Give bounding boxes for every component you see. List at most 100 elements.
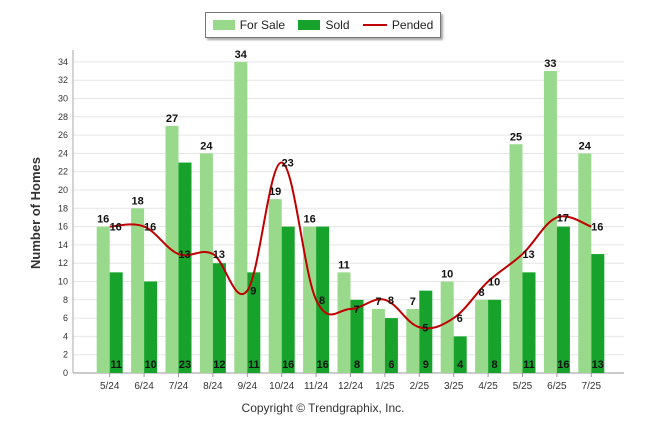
label-sold: 16 xyxy=(316,359,328,371)
bar-sold xyxy=(247,272,261,373)
label-pended: 23 xyxy=(282,158,294,170)
bar-sold xyxy=(522,272,536,373)
label-pended: 13 xyxy=(213,249,225,261)
y-tick-label: 16 xyxy=(58,222,68,232)
x-tick-label: 10/24 xyxy=(269,381,294,392)
label-sold: 6 xyxy=(388,359,394,371)
label-sold: 11 xyxy=(523,359,535,371)
bar-sold xyxy=(419,290,433,373)
label-sold: 23 xyxy=(179,359,191,371)
y-tick-label: 2 xyxy=(63,350,68,360)
label-pended: 17 xyxy=(557,212,569,224)
y-tick-label: 20 xyxy=(58,185,68,195)
x-tick-label: 7/24 xyxy=(169,381,189,392)
label-pended: 9 xyxy=(250,286,256,298)
legend-item-pended: Pended xyxy=(362,18,434,32)
y-tick-label: 6 xyxy=(63,313,68,323)
x-tick-label: 3/25 xyxy=(444,381,464,392)
y-tick-label: 8 xyxy=(63,295,68,305)
y-tick-label: 34 xyxy=(58,57,68,67)
legend-item-for-sale: For Sale xyxy=(212,18,285,32)
y-axis-title: Number of Homes xyxy=(28,157,43,269)
x-tick-label: 9/24 xyxy=(238,381,258,392)
label-sold: 16 xyxy=(557,359,569,371)
label-for-sale: 19 xyxy=(269,186,281,198)
bar-for-sale xyxy=(199,153,213,373)
y-tick-label: 32 xyxy=(58,75,68,85)
bar-for-sale xyxy=(131,208,145,373)
bar-for-sale xyxy=(96,226,110,373)
legend-swatch-pended xyxy=(362,24,387,26)
legend-swatch-sold xyxy=(298,20,321,30)
x-tick-label: 4/25 xyxy=(478,381,498,392)
label-pended: 6 xyxy=(457,313,463,325)
bar-sold xyxy=(384,318,398,373)
label-sold: 10 xyxy=(144,359,156,371)
legend-label-sold: Sold xyxy=(325,18,350,32)
label-sold: 11 xyxy=(248,359,260,371)
bar-sold xyxy=(109,272,123,373)
label-for-sale: 24 xyxy=(579,140,592,152)
bar-sold xyxy=(281,226,295,373)
y-tick-label: 28 xyxy=(58,112,68,122)
bar-for-sale xyxy=(268,199,282,373)
x-tick-label: 5/24 xyxy=(100,381,120,392)
label-pended: 7 xyxy=(353,304,359,316)
bar-for-sale xyxy=(337,272,351,373)
legend: For Sale Sold Pended xyxy=(205,12,441,38)
bar-sold xyxy=(350,299,364,373)
x-tick-label: 6/25 xyxy=(547,381,567,392)
y-tick-label: 4 xyxy=(63,331,68,341)
label-for-sale: 7 xyxy=(375,296,381,308)
y-tick-label: 26 xyxy=(58,130,68,140)
label-pended: 16 xyxy=(144,222,156,234)
label-sold: 12 xyxy=(213,359,225,371)
x-tick-label: 6/24 xyxy=(134,381,154,392)
label-for-sale: 25 xyxy=(510,131,522,143)
label-sold: 16 xyxy=(282,359,294,371)
bar-for-sale xyxy=(371,308,385,373)
label-pended: 8 xyxy=(388,295,394,307)
bar-sold xyxy=(178,162,192,373)
label-layer: 1611161810162723132412133411919162316168… xyxy=(97,49,604,371)
label-for-sale: 8 xyxy=(479,287,485,299)
label-for-sale: 24 xyxy=(200,140,213,152)
label-pended: 13 xyxy=(522,249,534,261)
label-sold: 8 xyxy=(354,359,360,371)
legend-item-sold: Sold xyxy=(298,18,350,32)
label-pended: 8 xyxy=(319,295,325,307)
bar-sold xyxy=(212,263,226,373)
bar-for-sale xyxy=(303,226,317,373)
y-tick-label: 0 xyxy=(63,368,68,378)
y-tick-label: 12 xyxy=(58,258,68,268)
label-for-sale: 11 xyxy=(338,259,350,271)
y-tick-label: 18 xyxy=(58,203,68,213)
bar-layer xyxy=(96,61,605,374)
x-tick-label: 1/25 xyxy=(375,381,395,392)
legend-label-pended: Pended xyxy=(391,18,434,32)
label-for-sale: 10 xyxy=(441,269,453,281)
x-tick-label: 12/24 xyxy=(338,381,363,392)
pended-line xyxy=(109,161,592,330)
x-tick-label: 5/25 xyxy=(513,381,533,392)
legend-swatch-for-sale xyxy=(212,20,235,30)
label-for-sale: 27 xyxy=(166,113,178,125)
label-pended: 16 xyxy=(110,222,122,234)
bar-sold xyxy=(316,226,330,373)
bar-sold xyxy=(453,336,467,373)
bar-sold xyxy=(591,254,605,373)
label-sold: 8 xyxy=(492,359,498,371)
label-for-sale: 16 xyxy=(97,214,109,226)
label-pended: 16 xyxy=(591,222,603,234)
y-tick-label: 24 xyxy=(58,148,68,158)
label-for-sale: 7 xyxy=(410,296,416,308)
bar-sold xyxy=(556,226,570,373)
y-tick-label: 14 xyxy=(58,240,68,250)
label-for-sale: 18 xyxy=(131,195,143,207)
label-for-sale: 34 xyxy=(235,49,248,61)
bar-for-sale xyxy=(234,61,248,374)
y-tick-label: 22 xyxy=(58,167,68,177)
label-pended: 10 xyxy=(488,277,500,289)
